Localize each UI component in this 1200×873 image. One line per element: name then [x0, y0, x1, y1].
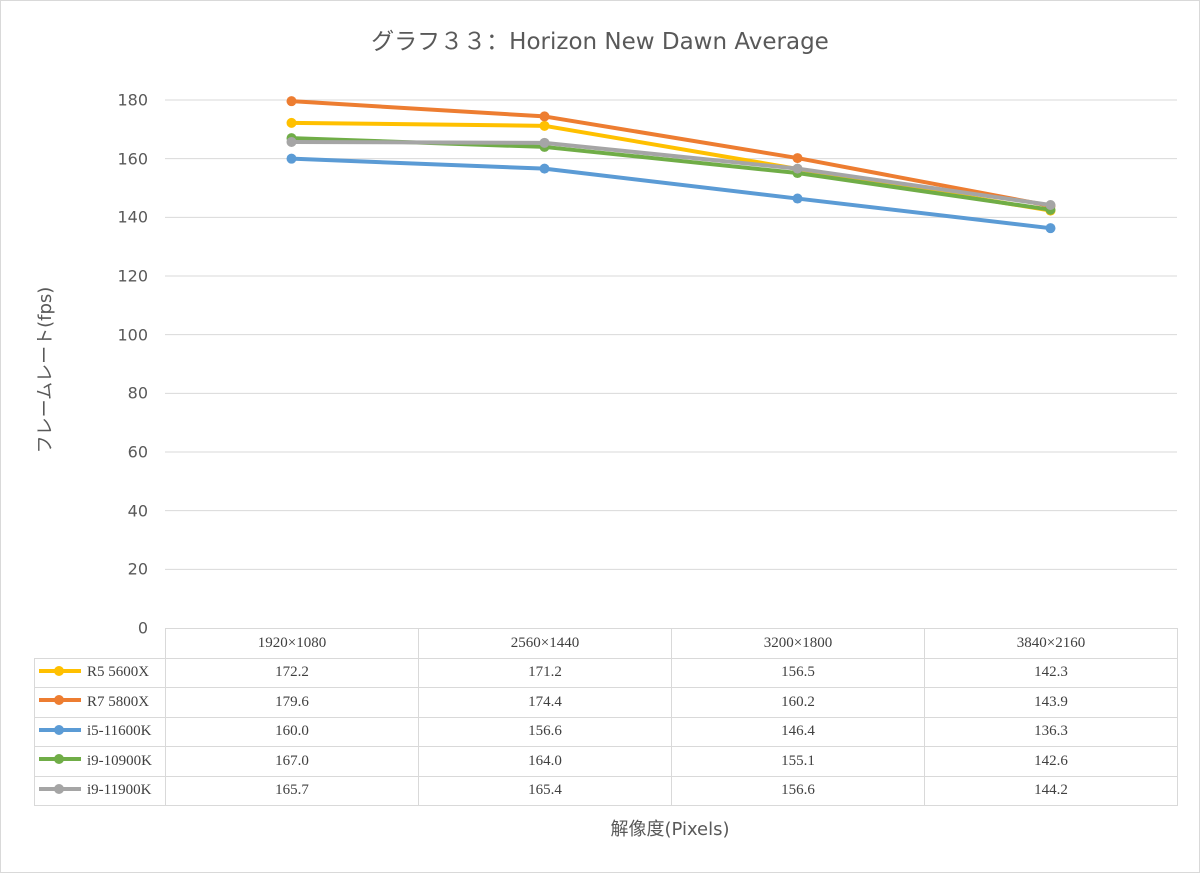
y-tick-label: 160 [117, 149, 148, 169]
y-tick-label: 100 [117, 325, 148, 345]
legend-entry: R7 5800X [34, 687, 166, 718]
legend-label: R7 5800X [87, 693, 150, 710]
legend-entry: i5-11600K [34, 716, 166, 747]
y-tick-label: 0 [137, 618, 148, 638]
category-label: 1920×1080 [165, 628, 419, 659]
y-tick-label: 80 [127, 383, 148, 403]
data-table-cell: 136.3 [924, 716, 1178, 747]
data-table-cell: 160.2 [671, 687, 925, 718]
data-table-cell: 146.4 [671, 716, 925, 747]
legend-swatch [39, 695, 81, 706]
legend-swatch [39, 665, 81, 676]
data-table-cell: 156.5 [671, 657, 925, 688]
data-table-cell: 179.6 [165, 687, 419, 718]
data-point [286, 117, 297, 128]
data-point [1045, 200, 1056, 211]
legend-entry: i9-10900K [34, 746, 166, 777]
data-table-corner [34, 628, 166, 659]
series-line [289, 99, 1053, 208]
data-point [286, 96, 297, 107]
data-table: 1920×1080 2560×1440 3200×1800 3840×2160 … [34, 628, 1178, 806]
data-table-row: i5-11600K 160.0 156.6 146.4 136.3 [34, 716, 1178, 747]
data-point [286, 136, 297, 147]
data-table-cell: 160.0 [165, 716, 419, 747]
data-point [539, 120, 550, 131]
legend-swatch [39, 783, 81, 794]
y-tick-label: 60 [127, 442, 148, 462]
legend-label: i9-11900K [87, 782, 152, 799]
data-table-cell: 164.0 [418, 746, 672, 777]
data-table-cell: 156.6 [671, 775, 925, 806]
legend-label: i9-10900K [87, 752, 152, 769]
data-table-cell: 143.9 [924, 687, 1178, 718]
x-axis-label: 解像度(Pixels) [610, 819, 730, 840]
data-table-cell: 171.2 [418, 657, 672, 688]
data-table-cell: 156.6 [418, 716, 672, 747]
data-table-cell: 167.0 [165, 746, 419, 777]
data-table-cell: 142.3 [924, 657, 1178, 688]
data-table-cell: 142.6 [924, 746, 1178, 777]
category-label: 2560×1440 [418, 628, 672, 659]
legend-label: i5-11600K [87, 723, 152, 740]
data-point [539, 111, 550, 122]
data-table-cell: 172.2 [165, 657, 419, 688]
data-point [792, 193, 803, 204]
data-table-cell: 155.1 [671, 746, 925, 777]
y-tick-label: 120 [117, 266, 148, 286]
data-table-row: i9-11900K 165.7 165.4 156.6 144.2 [34, 775, 1178, 806]
data-point [792, 153, 803, 164]
data-table-row: R7 5800X 179.6 174.4 160.2 143.9 [34, 687, 1178, 718]
data-table-cell: 165.4 [418, 775, 672, 806]
data-table-cell: 144.2 [924, 775, 1178, 806]
y-tick-label: 40 [127, 501, 148, 521]
legend-entry: R5 5600X [34, 657, 166, 688]
series-line [289, 139, 1053, 208]
data-point [539, 163, 550, 174]
data-point [1045, 223, 1056, 234]
data-point [286, 153, 297, 164]
legend-label: R5 5600X [87, 664, 150, 681]
y-tick-label: 20 [127, 559, 148, 579]
legend-swatch [39, 754, 81, 765]
category-label: 3840×2160 [924, 628, 1178, 659]
data-table-cell: 174.4 [418, 687, 672, 718]
data-point [539, 137, 550, 148]
y-tick-label: 140 [117, 207, 148, 227]
data-point [792, 163, 803, 174]
series-line [289, 156, 1053, 231]
chart-title: グラフ３３：Horizon New Dawn Average [371, 29, 829, 55]
data-table-row: R5 5600X 172.2 171.2 156.5 142.3 [34, 657, 1178, 688]
category-label: 3200×1800 [671, 628, 925, 659]
y-tick-label: 180 [117, 90, 148, 110]
data-table-row: i9-10900K 167.0 164.0 155.1 142.6 [34, 746, 1178, 777]
legend-swatch [39, 724, 81, 735]
data-table-cell: 165.7 [165, 775, 419, 806]
data-table-header-row: 1920×1080 2560×1440 3200×1800 3840×2160 [34, 628, 1178, 659]
legend-entry: i9-11900K [34, 775, 166, 806]
